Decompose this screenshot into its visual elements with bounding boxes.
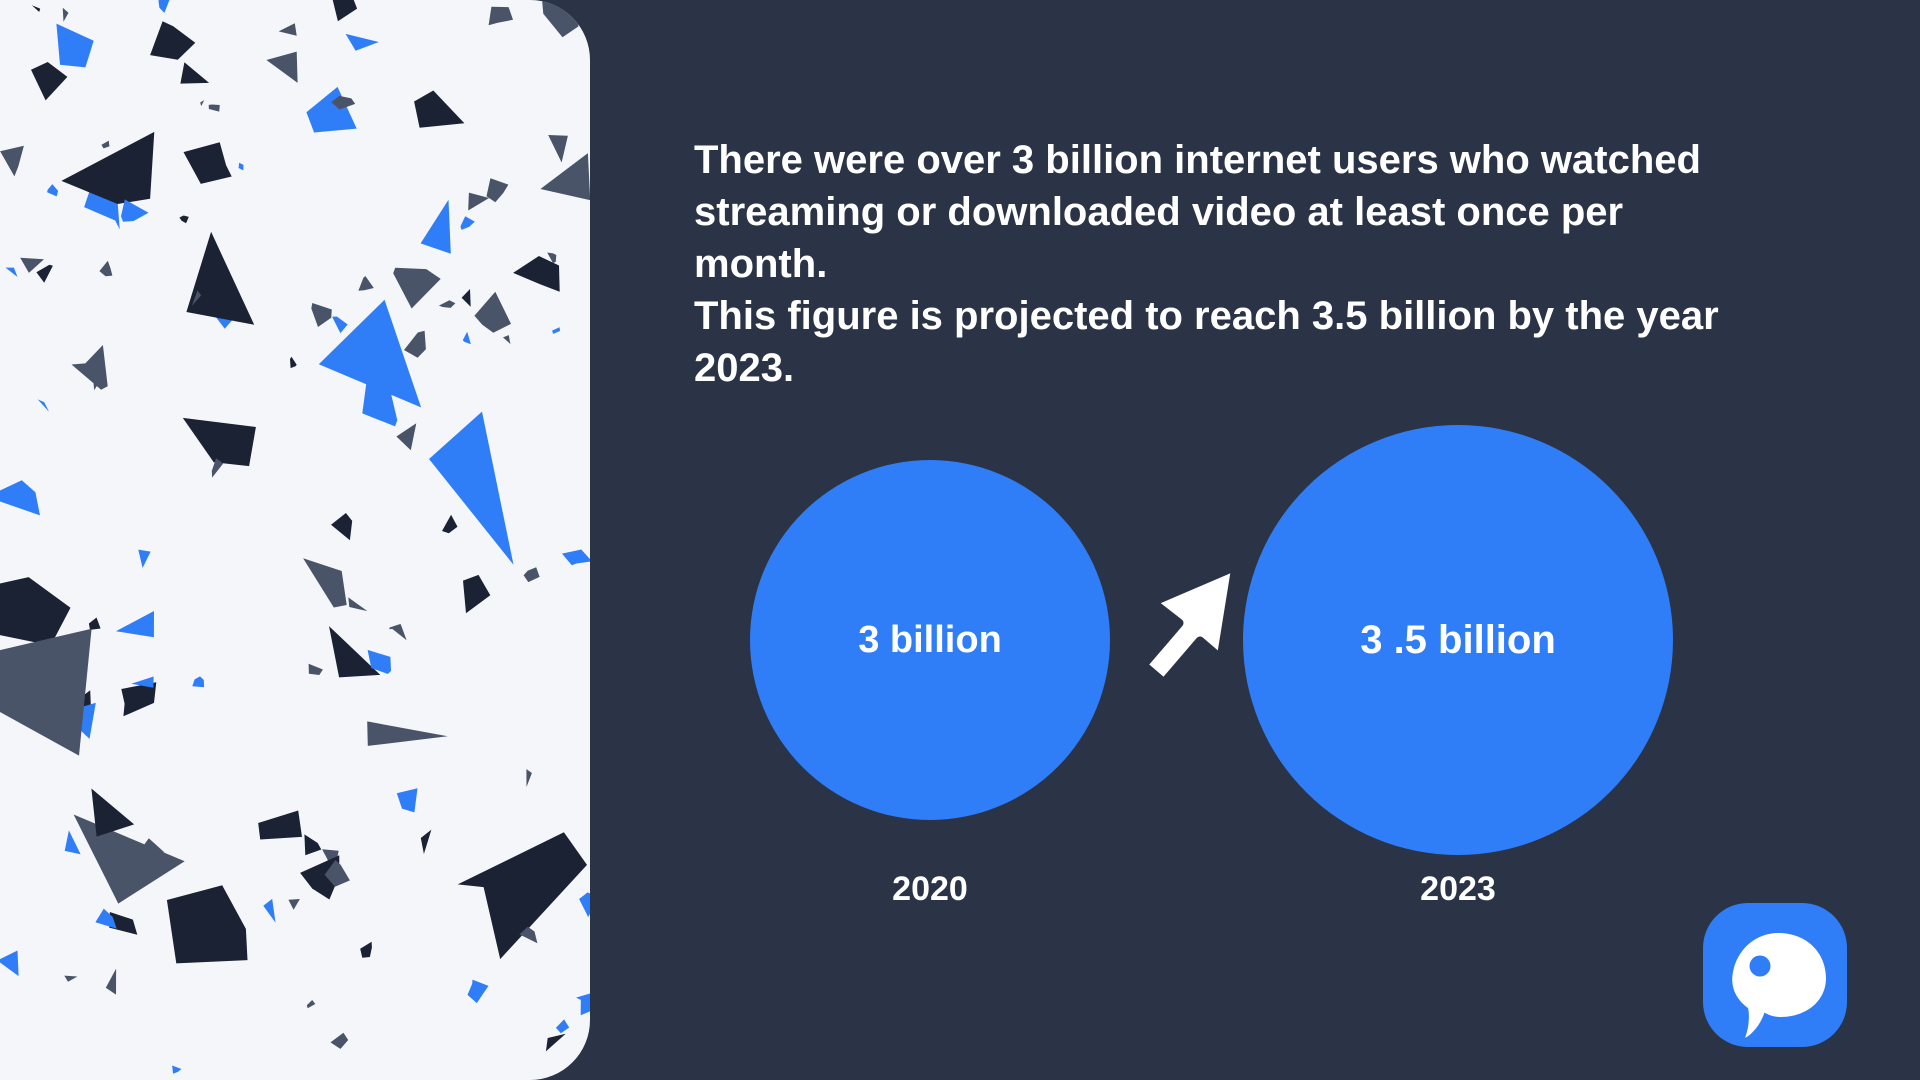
stat-circle-label: 3 billion <box>858 619 1002 662</box>
stat-year-label: 2023 <box>1378 870 1538 909</box>
terrazzo-pattern <box>0 0 590 1080</box>
growth-arrow-icon <box>1113 545 1263 695</box>
infographic-stage: There were over 3 billion internet users… <box>0 0 1920 1080</box>
stat-circle-2023: 3 .5 billion <box>1243 425 1673 855</box>
headline-text: There were over 3 billion internet users… <box>694 134 1764 394</box>
brand-logo-icon <box>1700 900 1850 1050</box>
stat-circle-2020: 3 billion <box>750 460 1110 820</box>
decorative-left-panel <box>0 0 590 1080</box>
stat-year-label: 2020 <box>850 870 1010 909</box>
stat-circle-label: 3 .5 billion <box>1360 618 1556 663</box>
